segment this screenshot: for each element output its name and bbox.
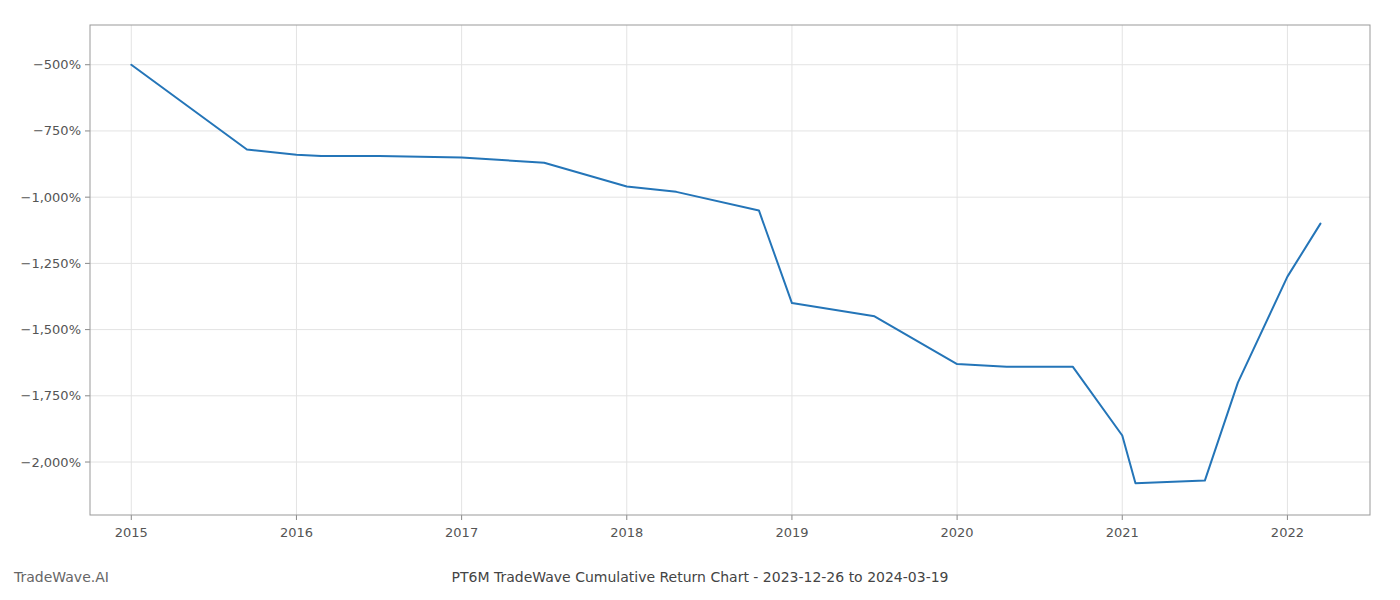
x-grid-line (131, 25, 132, 515)
y-tick-label: −750% (33, 123, 81, 138)
x-tick (1287, 515, 1288, 520)
x-grid-line (461, 25, 462, 515)
x-tick (131, 515, 132, 520)
plot-area (131, 65, 1320, 483)
x-tick-label: 2019 (775, 525, 808, 540)
y-grid-line (90, 130, 1370, 131)
y-grid-line (90, 64, 1370, 65)
y-tick-label: −1,500% (21, 322, 81, 337)
x-grid-line (957, 25, 958, 515)
y-tick-label: −2,000% (21, 455, 81, 470)
x-tick-label: 2015 (115, 525, 148, 540)
y-tick-label: −500% (33, 57, 81, 72)
data-line (131, 65, 1320, 483)
chart: 2015 2016 2017 2018 2019 2020 2021 2022 −500% −75… (0, 0, 1400, 600)
x-tick-label: 2022 (1271, 525, 1304, 540)
x-tick-label: 2020 (941, 525, 974, 540)
background (0, 0, 1400, 600)
x-tick (626, 515, 627, 520)
y-tick (85, 197, 90, 198)
x-tick (461, 515, 462, 520)
x-tick (1122, 515, 1123, 520)
x-tick (791, 515, 792, 520)
y-tick-label: −1,750% (21, 388, 81, 403)
x-tick-label: 2017 (445, 525, 478, 540)
y-tick (85, 130, 90, 131)
y-tick (85, 395, 90, 396)
y-tick (85, 263, 90, 264)
x-grid-line (1122, 25, 1123, 515)
x-tick-label: 2021 (1106, 525, 1139, 540)
x-grid-line (1287, 25, 1288, 515)
axes: 2015 2016 2017 2018 2019 2020 2021 2022 −500% −75… (21, 25, 1370, 540)
x-tick-label: 2018 (610, 525, 643, 540)
y-tick-label: −1,000% (21, 190, 81, 205)
y-tick-label: −1,250% (21, 256, 81, 271)
y-grid-line (90, 263, 1370, 264)
x-grid-line (296, 25, 297, 515)
y-grid-line (90, 329, 1370, 330)
y-grid-line (90, 462, 1370, 463)
y-tick (85, 64, 90, 65)
x-grid-line (626, 25, 627, 515)
x-tick (957, 515, 958, 520)
x-grid-line (791, 25, 792, 515)
y-tick (85, 329, 90, 330)
chart-title: PT6M TradeWave Cumulative Return Chart -… (452, 569, 949, 585)
y-grid-line (90, 395, 1370, 396)
watermark: TradeWave.AI (13, 569, 109, 585)
y-grid-line (90, 197, 1370, 198)
grid (90, 25, 1370, 515)
y-tick (85, 462, 90, 463)
x-tick (296, 515, 297, 520)
plot-frame (90, 25, 1370, 515)
x-tick-label: 2016 (280, 525, 313, 540)
